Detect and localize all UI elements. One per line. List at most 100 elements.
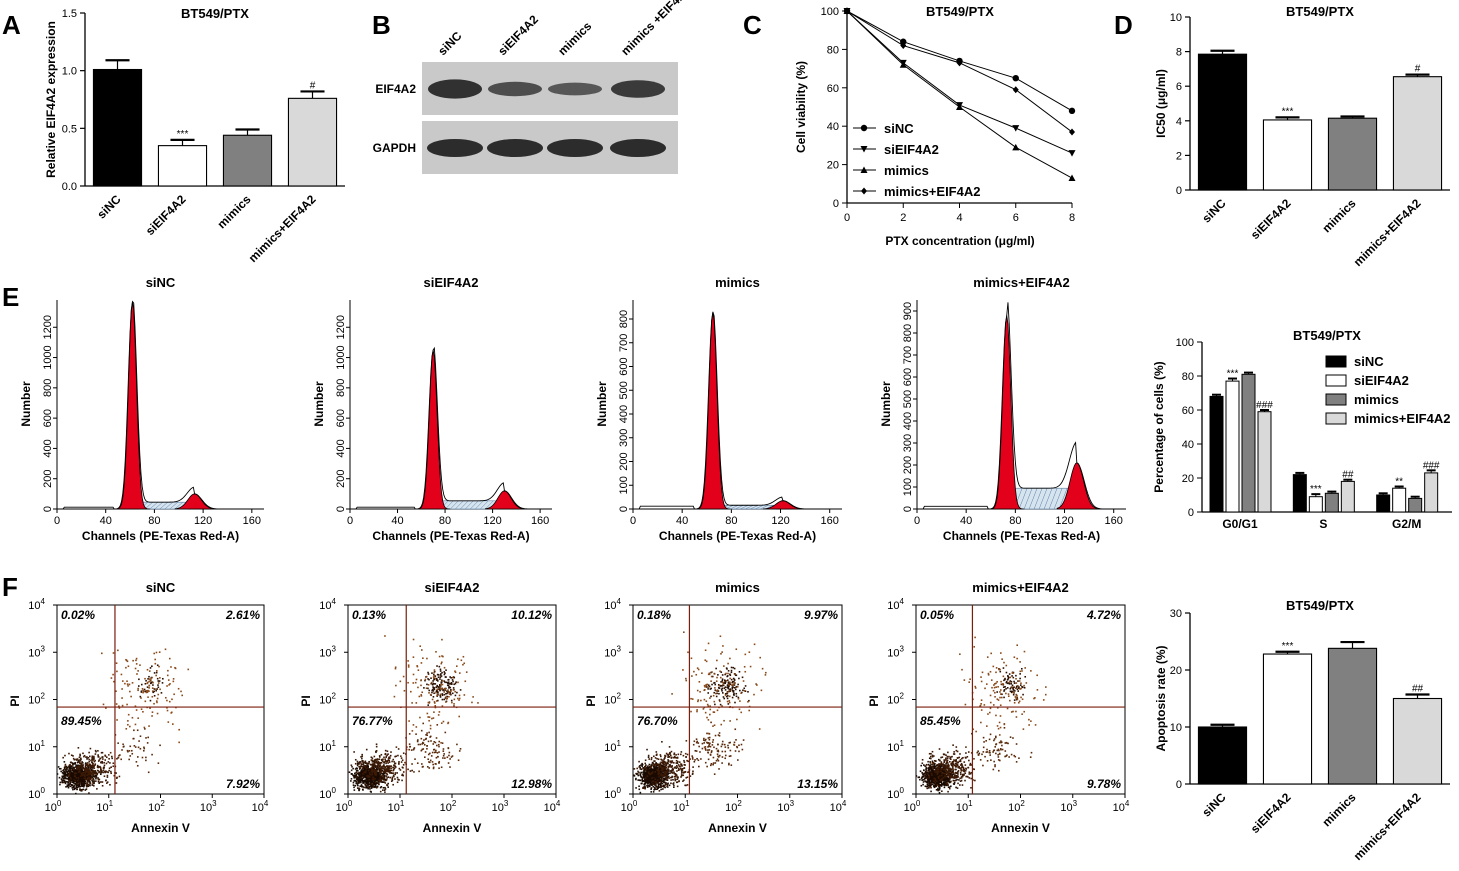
event-dot: [687, 771, 689, 773]
event-dot: [61, 781, 63, 783]
event-dot: [145, 700, 147, 702]
x-tick-label: 0: [844, 212, 850, 224]
event-dot: [358, 762, 360, 764]
event-dot: [147, 742, 149, 744]
event-dot: [698, 746, 700, 748]
event-dot: [386, 775, 388, 777]
event-dot: [85, 765, 87, 767]
event-dot: [408, 749, 410, 751]
event-dot: [354, 785, 356, 787]
event-dot: [111, 758, 113, 760]
event-dot: [143, 691, 145, 693]
category-label: mimics+EIF4A2: [246, 192, 319, 265]
legend-label: mimics+EIF4A2: [1354, 411, 1450, 426]
event-dot: [368, 787, 370, 789]
event-dot: [74, 773, 76, 775]
event-dot: [172, 723, 174, 725]
event-dot: [692, 758, 694, 760]
event-dot: [722, 751, 724, 753]
event-dot: [371, 783, 373, 785]
tick-base: 10: [777, 802, 789, 814]
event-dot: [355, 759, 357, 761]
event-dot: [369, 776, 371, 778]
event-dot: [721, 762, 723, 764]
event-dot: [438, 762, 440, 764]
tick-base: 10: [604, 695, 616, 707]
event-dot: [386, 784, 388, 786]
event-dot: [101, 770, 103, 772]
event-dot: [165, 697, 167, 699]
event-dot: [168, 721, 170, 723]
event-dot: [422, 748, 424, 750]
event-dot: [362, 778, 364, 780]
event-dot: [731, 667, 733, 669]
event-dot: [727, 673, 729, 675]
event-dot: [131, 750, 133, 752]
event-dot: [409, 733, 411, 735]
chart-title: BT549/PTX: [181, 6, 249, 21]
event-dot: [684, 762, 686, 764]
event-dot: [687, 651, 689, 653]
event-dot: [62, 777, 64, 779]
event-dot: [440, 669, 442, 671]
event-dot: [454, 691, 456, 693]
event-dot: [680, 754, 682, 756]
tick-exponent: 4: [556, 799, 561, 808]
tick-base: 10: [604, 600, 616, 612]
event-dot: [722, 645, 724, 647]
event-dot: [152, 711, 154, 713]
event-dot: [358, 789, 360, 791]
event-dot: [664, 757, 666, 759]
event-dot: [420, 680, 422, 682]
tick-exponent: 1: [400, 799, 405, 808]
event-dot: [127, 751, 129, 753]
event-dot: [146, 690, 148, 692]
event-dot: [727, 675, 729, 677]
event-dot: [439, 711, 441, 713]
event-dot: [117, 742, 119, 744]
event-dot: [150, 678, 152, 680]
event-dot: [77, 786, 79, 788]
event-dot: [398, 748, 400, 750]
event-dot: [144, 678, 146, 680]
event-dot: [443, 753, 445, 755]
event-dot: [666, 779, 668, 781]
event-dot: [453, 703, 455, 705]
event-dot: [351, 764, 353, 766]
event-dot: [396, 772, 398, 774]
event-dot: [417, 666, 419, 668]
event-dot: [427, 766, 429, 768]
event-dot: [432, 752, 434, 754]
event-dot: [121, 697, 123, 699]
y-tick-label: 0: [618, 506, 630, 512]
event-dot: [425, 738, 427, 740]
event-dot: [60, 771, 62, 773]
event-dot: [937, 789, 939, 791]
event-dot: [363, 771, 365, 773]
x-tick-label: 160: [531, 515, 549, 527]
event-dot: [72, 778, 74, 780]
event-dot: [65, 786, 67, 788]
event-dot: [361, 770, 363, 772]
event-dot: [638, 761, 640, 763]
event-dot: [138, 747, 140, 749]
event-dot: [142, 757, 144, 759]
event-dot: [426, 748, 428, 750]
event-dot: [721, 746, 723, 748]
legend-label: mimics+EIF4A2: [884, 184, 980, 199]
event-dot: [360, 782, 362, 784]
quadrant-upper-left: 0.02%: [61, 608, 95, 622]
event-dot: [70, 762, 72, 764]
event-dot: [147, 682, 149, 684]
event-dot: [759, 657, 761, 659]
legend-label: siEIF4A2: [1354, 373, 1409, 388]
event-dot: [86, 782, 88, 784]
event-dot: [166, 685, 168, 687]
event-dot: [718, 693, 720, 695]
event-dot: [449, 693, 451, 695]
event-dot: [674, 780, 676, 782]
event-dot: [930, 791, 932, 793]
event-dot: [85, 772, 87, 774]
event-dot: [662, 783, 664, 785]
